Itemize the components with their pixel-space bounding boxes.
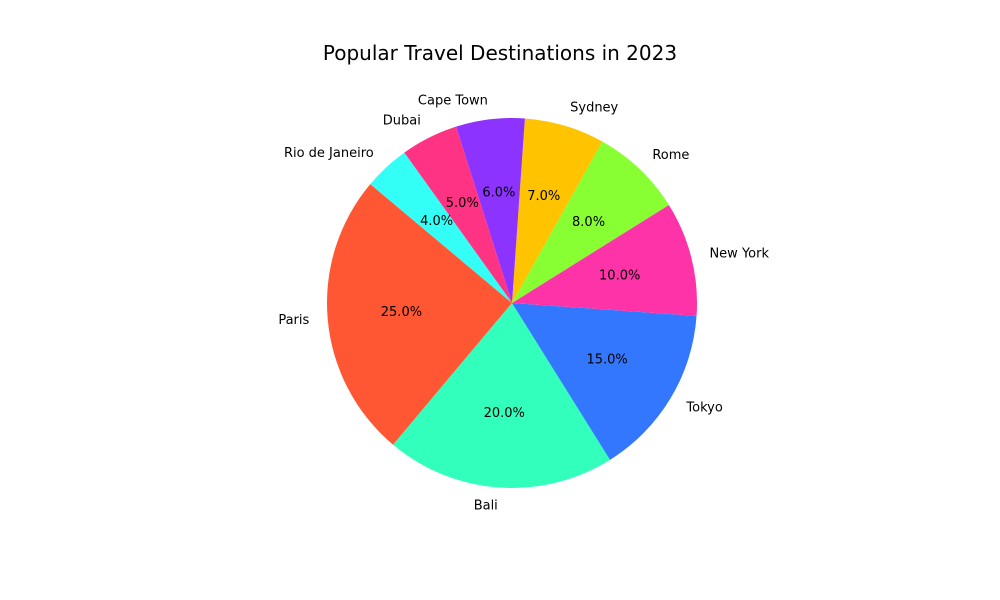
pie-slice-cape-town <box>456 118 525 303</box>
pie-slice-rio-de-janeiro <box>370 152 512 303</box>
category-label-rome: Rome <box>652 148 689 163</box>
percent-label-rome: 8.0% <box>572 215 605 230</box>
pie-slice-bali <box>393 303 611 489</box>
percent-label-tokyo: 15.0% <box>586 353 627 368</box>
category-label-cape-town: Cape Town <box>418 93 488 108</box>
percent-label-dubai: 5.0% <box>446 196 479 211</box>
percent-label-rio-de-janeiro: 4.0% <box>420 214 453 229</box>
pie-slice-sydney <box>512 118 603 303</box>
category-label-sydney: Sydney <box>570 100 618 115</box>
percent-label-bali: 20.0% <box>484 406 525 421</box>
category-label-bali: Bali <box>474 499 498 514</box>
chart-title: Popular Travel Destinations in 2023 <box>322 41 678 65</box>
percent-label-cape-town: 6.0% <box>482 185 515 200</box>
category-label-rio-de-janeiro: Rio de Janeiro <box>284 146 374 161</box>
pie-slice-dubai <box>404 126 512 303</box>
category-label-dubai: Dubai <box>383 114 421 129</box>
category-label-new-york: New York <box>709 246 769 261</box>
category-label-tokyo: Tokyo <box>685 400 722 415</box>
pie-slice-tokyo <box>512 303 697 460</box>
category-label-paris: Paris <box>278 313 309 328</box>
percent-label-paris: 25.0% <box>381 305 422 320</box>
pie-slice-new-york <box>512 204 697 316</box>
percent-label-new-york: 10.0% <box>599 269 640 284</box>
pie-slice-paris <box>326 184 512 445</box>
percent-label-sydney: 7.0% <box>527 189 560 204</box>
pie-slice-rome <box>512 141 669 303</box>
